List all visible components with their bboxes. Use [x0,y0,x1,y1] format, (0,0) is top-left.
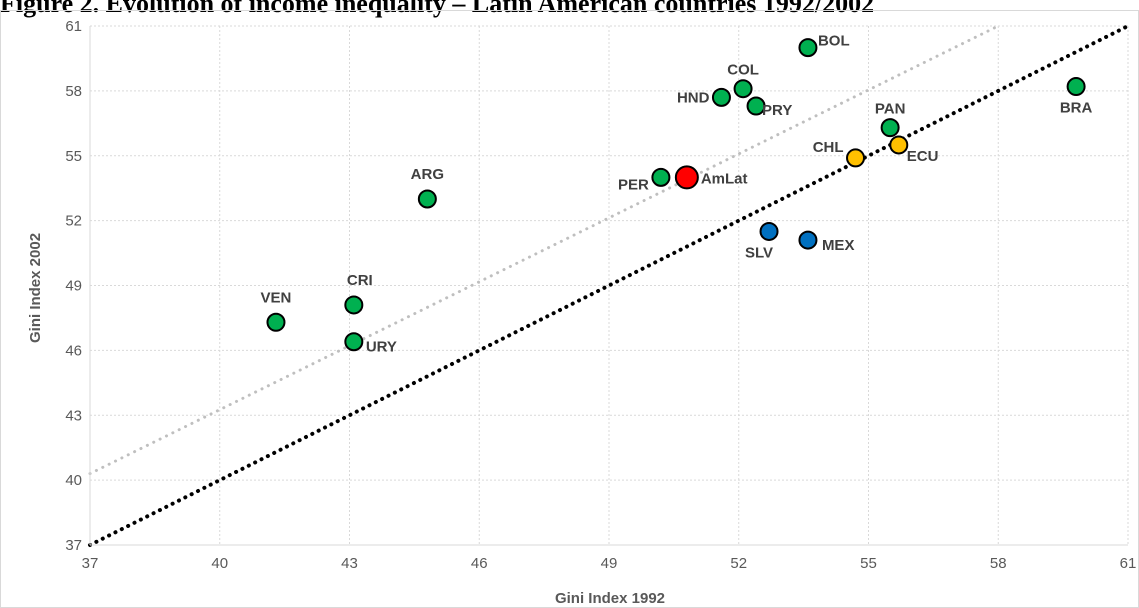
y-tick-label: 43 [65,407,82,424]
data-points [266,38,1086,352]
y-tick-label: 52 [65,213,82,230]
label-pry: PRY [762,102,792,119]
x-tick-label: 43 [341,555,358,572]
label-bra: BRA [1060,100,1093,117]
grid-layer [90,25,1129,545]
x-tick-label: 49 [601,555,618,572]
axes: 37 40 43 46 49 52 55 58 61 37 40 43 46 49 52 55 58 61 [65,18,1136,572]
y-tick-label: 49 [65,278,82,295]
reference-lines [88,24,1130,547]
y-tick-label: 55 [65,148,82,165]
label-col: COL [727,62,759,79]
chart-frame [0,10,1139,608]
point-arg [417,189,437,209]
point-cri [344,295,364,315]
figure-title: Figure 2. Evolution of income inequality… [0,0,875,18]
label-ecu: ECU [907,148,939,165]
point-pry [746,96,766,116]
point-chl [846,148,866,168]
label-per: PER [618,176,649,193]
point-bra [1066,77,1086,97]
x-tick-label: 52 [730,555,747,572]
label-ven: VEN [261,289,292,306]
y-tick-label: 61 [65,18,82,35]
equality-reference-line [88,24,1130,547]
point-bol [798,38,818,58]
y-tick-label: 40 [65,472,82,489]
x-tick-label: 46 [471,555,488,572]
mean-reference-line [88,24,1000,476]
data-labels: BOL COL HND PRY BRA PAN CHL ECU PER AmLat ARG SLV ME… [261,33,1093,356]
y-tick-label: 58 [65,83,82,100]
point-mex [798,230,818,250]
y-tick-label: 37 [65,537,82,554]
x-tick-label: 40 [211,555,228,572]
x-tick-label: 37 [82,555,99,572]
label-mex: MEX [822,237,855,254]
point-amlat [674,165,699,190]
label-slv: SLV [745,244,773,261]
label-bol: BOL [818,33,850,50]
label-ury: URY [366,339,397,356]
label-arg: ARG [411,166,444,183]
x-tick-label: 61 [1120,555,1137,572]
point-ecu [889,135,909,155]
point-pan [880,118,900,138]
point-ury [344,332,364,352]
point-slv [759,221,779,241]
label-amlat: AmLat [701,170,748,187]
point-col [733,79,753,99]
label-cri: CRI [347,272,373,289]
label-chl: CHL [813,139,844,156]
y-axis-title: Gini Index 2002 [27,233,44,343]
label-hnd: HND [677,89,710,106]
x-tick-label: 55 [860,555,877,572]
x-tick-label: 58 [990,555,1007,572]
x-axis-title: Gini Index 1992 [555,590,665,607]
point-per [651,167,671,187]
y-tick-label: 46 [65,342,82,359]
point-ven [266,312,286,332]
label-pan: PAN [875,101,906,118]
point-hnd [711,87,731,107]
